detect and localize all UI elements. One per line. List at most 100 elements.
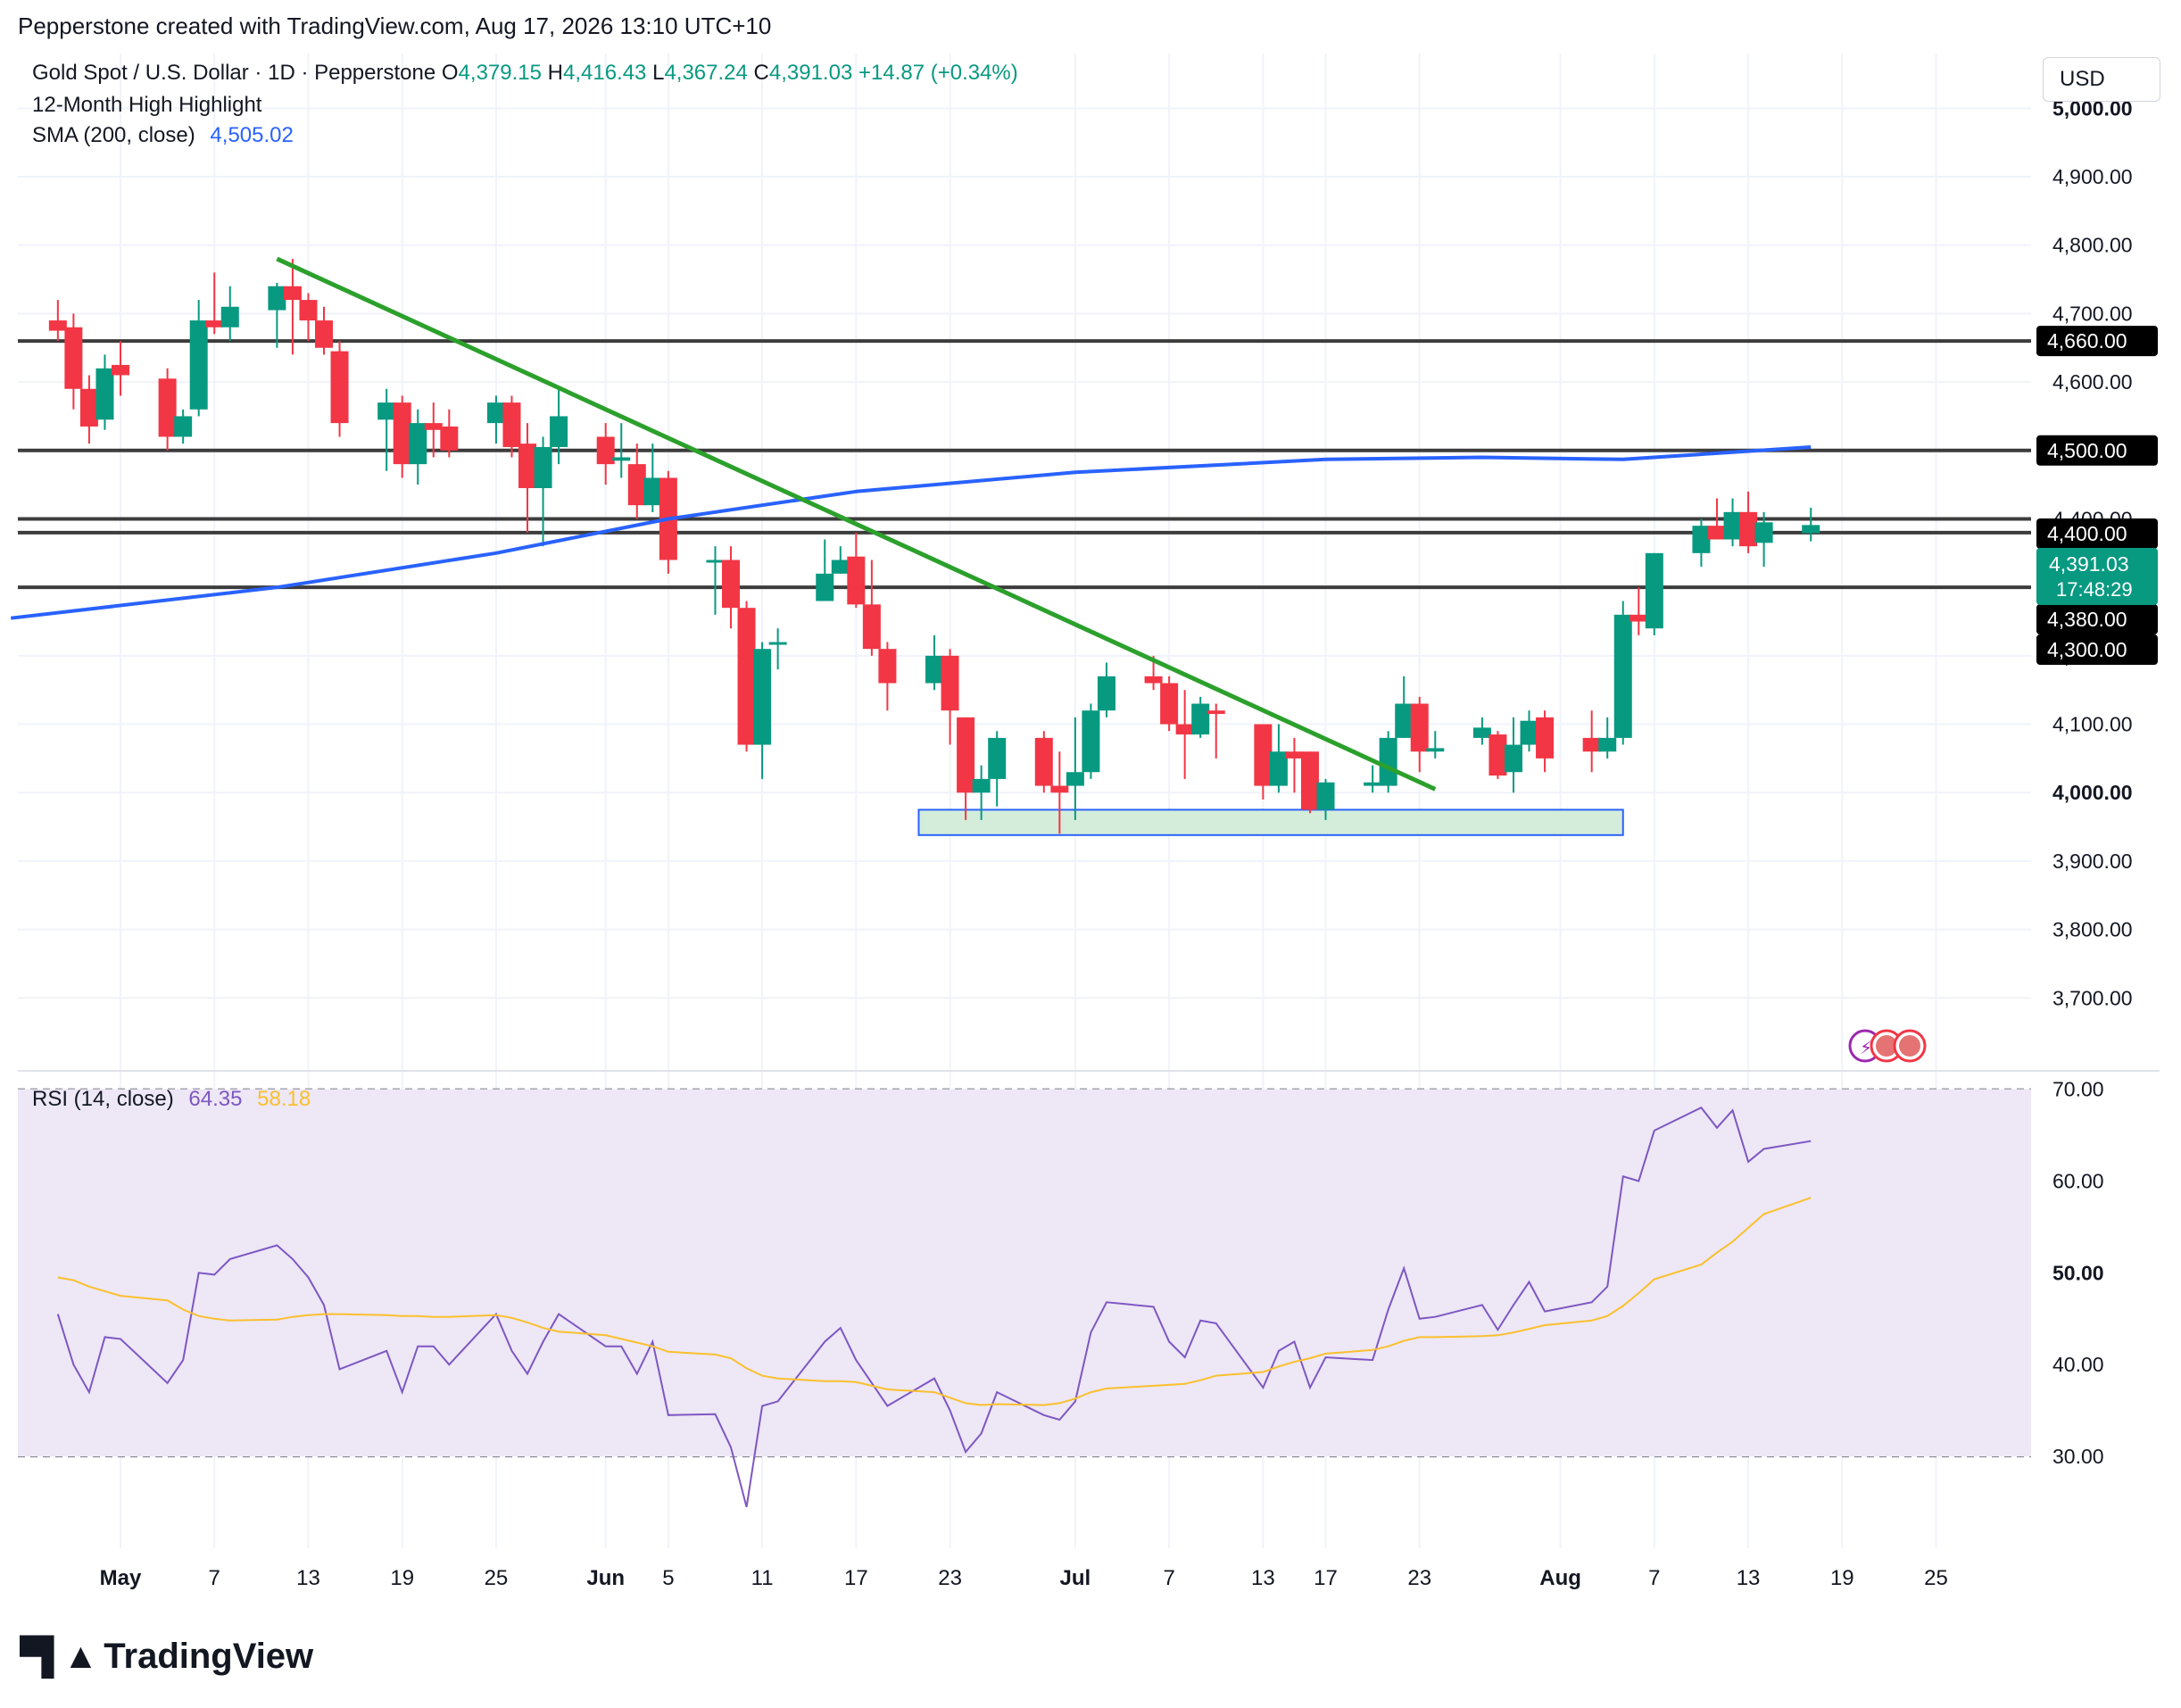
symbol-title[interactable]: Gold Spot / U.S. Dollar · 1D · Peppersto…: [32, 61, 436, 85]
rsi-axis-label: 60.00: [2052, 1169, 2104, 1192]
price-axis-label: 4,700.00: [2052, 302, 2133, 325]
candle-body: [299, 300, 318, 321]
candle-body: [1300, 751, 1319, 810]
current-price-tag: [2036, 548, 2158, 605]
time-axis-label: 13: [296, 1566, 320, 1590]
candle-body: [1630, 614, 1648, 622]
candle-body: [1802, 525, 1820, 534]
candle-body: [988, 737, 1007, 779]
price-tags: 4,660.00 4,500.00 4,400.00 4,380.00 4,300.00…: [2036, 326, 2158, 665]
rsi-band-fill: [18, 1089, 2031, 1457]
bar-countdown: 17:48:29: [2056, 578, 2133, 601]
currency-button[interactable]: USD: [2043, 57, 2160, 102]
level-tag: [2036, 518, 2158, 549]
candle-body: [1066, 772, 1084, 786]
price-axis-label: 4,100.00: [2052, 713, 2133, 736]
downtrend-line: [276, 256, 1437, 792]
candle-body: [205, 320, 224, 328]
rsi-ma-line: [57, 1197, 1812, 1406]
close-value: 4,391.03: [768, 61, 853, 85]
candle-body: [1520, 720, 1538, 745]
price-axis-label: 4,600.00: [2052, 370, 2133, 394]
candle-body: [189, 320, 208, 410]
time-axis-label: 19: [1830, 1566, 1854, 1590]
candle-body: [1645, 552, 1663, 629]
candle-body: [972, 778, 991, 793]
candle-body: [1536, 717, 1555, 759]
candle-body: [1707, 526, 1726, 540]
candle-body: [315, 320, 334, 348]
time-axis-label: Aug: [1539, 1566, 1581, 1590]
low-value: 4,367.24: [664, 61, 748, 85]
candle-body: [1364, 782, 1382, 786]
candle-body: [722, 560, 741, 609]
time-axis-label: 23: [938, 1566, 962, 1590]
time-axis-label: May: [100, 1566, 142, 1590]
support-zone: [917, 808, 1624, 836]
candle-body: [1692, 526, 1711, 553]
candle-body: [627, 464, 646, 506]
horizontal-levels: [18, 339, 2031, 590]
level-tag-label: 4,380.00: [2047, 608, 2127, 631]
price-axis-label: 4,800.00: [2052, 234, 2133, 257]
rsi-axis-label: 70.00: [2052, 1078, 2104, 1101]
candle-body: [1582, 737, 1601, 752]
candle-body: [1395, 703, 1414, 738]
time-axis-label: 5: [662, 1566, 674, 1590]
candle-body: [878, 649, 897, 684]
time-axis-label: 19: [390, 1566, 414, 1590]
low-label: L: [652, 61, 665, 85]
candle-body: [1285, 751, 1304, 759]
candle-body: [1034, 737, 1053, 786]
candle-body: [1379, 737, 1397, 786]
level-tag: [2036, 604, 2158, 634]
rsi-line: [56, 1106, 1812, 1507]
indicator-sma[interactable]: SMA (200, close) 4,505.02: [32, 123, 294, 148]
level-tag: [2036, 634, 2158, 665]
candle-body: [1739, 511, 1758, 547]
price-axis-label: 4,000.00: [2052, 781, 2133, 804]
candle-body: [596, 436, 615, 465]
candle-body: [847, 556, 866, 605]
rsi-value: 64.35: [188, 1087, 243, 1111]
candle-body: [643, 477, 662, 506]
candle-body: [502, 402, 521, 447]
candle-body: [424, 423, 443, 430]
lightning-icon: ⚡: [1860, 1039, 1872, 1058]
event-icons[interactable]: ⚡: [1848, 1029, 1927, 1063]
candle-body: [862, 604, 881, 650]
time-axis-label: 25: [485, 1566, 509, 1590]
time-axis-label: Jul: [1060, 1566, 1091, 1590]
candle-body: [440, 426, 459, 451]
tradingview-brand: TradingView: [104, 1637, 314, 1676]
candle-body: [534, 446, 552, 488]
candle-body: [1050, 785, 1069, 793]
candle-body: [753, 649, 772, 745]
candle-body: [174, 416, 193, 437]
candles: [48, 259, 1820, 834]
candle-body: [768, 642, 787, 645]
change-value: +14.87 (+0.34%): [858, 61, 1018, 85]
indicator-rsi[interactable]: RSI (14, close) 64.35 58.18: [32, 1087, 311, 1112]
rsi-axis-label: 40.00: [2052, 1353, 2104, 1376]
tradingview-logo[interactable]: ▀▌▲ TradingView: [20, 1637, 313, 1677]
candle-body: [1472, 727, 1491, 738]
open-value: 4,379.15: [458, 61, 542, 85]
time-axis-label: 7: [209, 1566, 220, 1590]
sma-label: SMA (200, close): [32, 123, 195, 147]
level-tag-label: 4,660.00: [2047, 329, 2127, 352]
rsi-label: RSI (14, close): [32, 1087, 174, 1111]
time-axis-label: 13: [1737, 1566, 1761, 1590]
ohlc-legend: Gold Spot / U.S. Dollar · 1D · Peppersto…: [32, 61, 1018, 86]
candle-body: [816, 573, 834, 601]
candle-body: [1269, 751, 1288, 786]
time-axis-label: 7: [1163, 1566, 1174, 1590]
price-axis-label: 3,900.00: [2052, 850, 2133, 873]
candle-body: [1082, 710, 1100, 773]
candle-body: [330, 351, 349, 424]
indicator-12m-high[interactable]: 12-Month High Highlight: [32, 93, 262, 117]
level-tag: [2036, 326, 2158, 357]
candle-body: [1175, 724, 1194, 735]
level-tag-label: 4,400.00: [2047, 522, 2127, 545]
